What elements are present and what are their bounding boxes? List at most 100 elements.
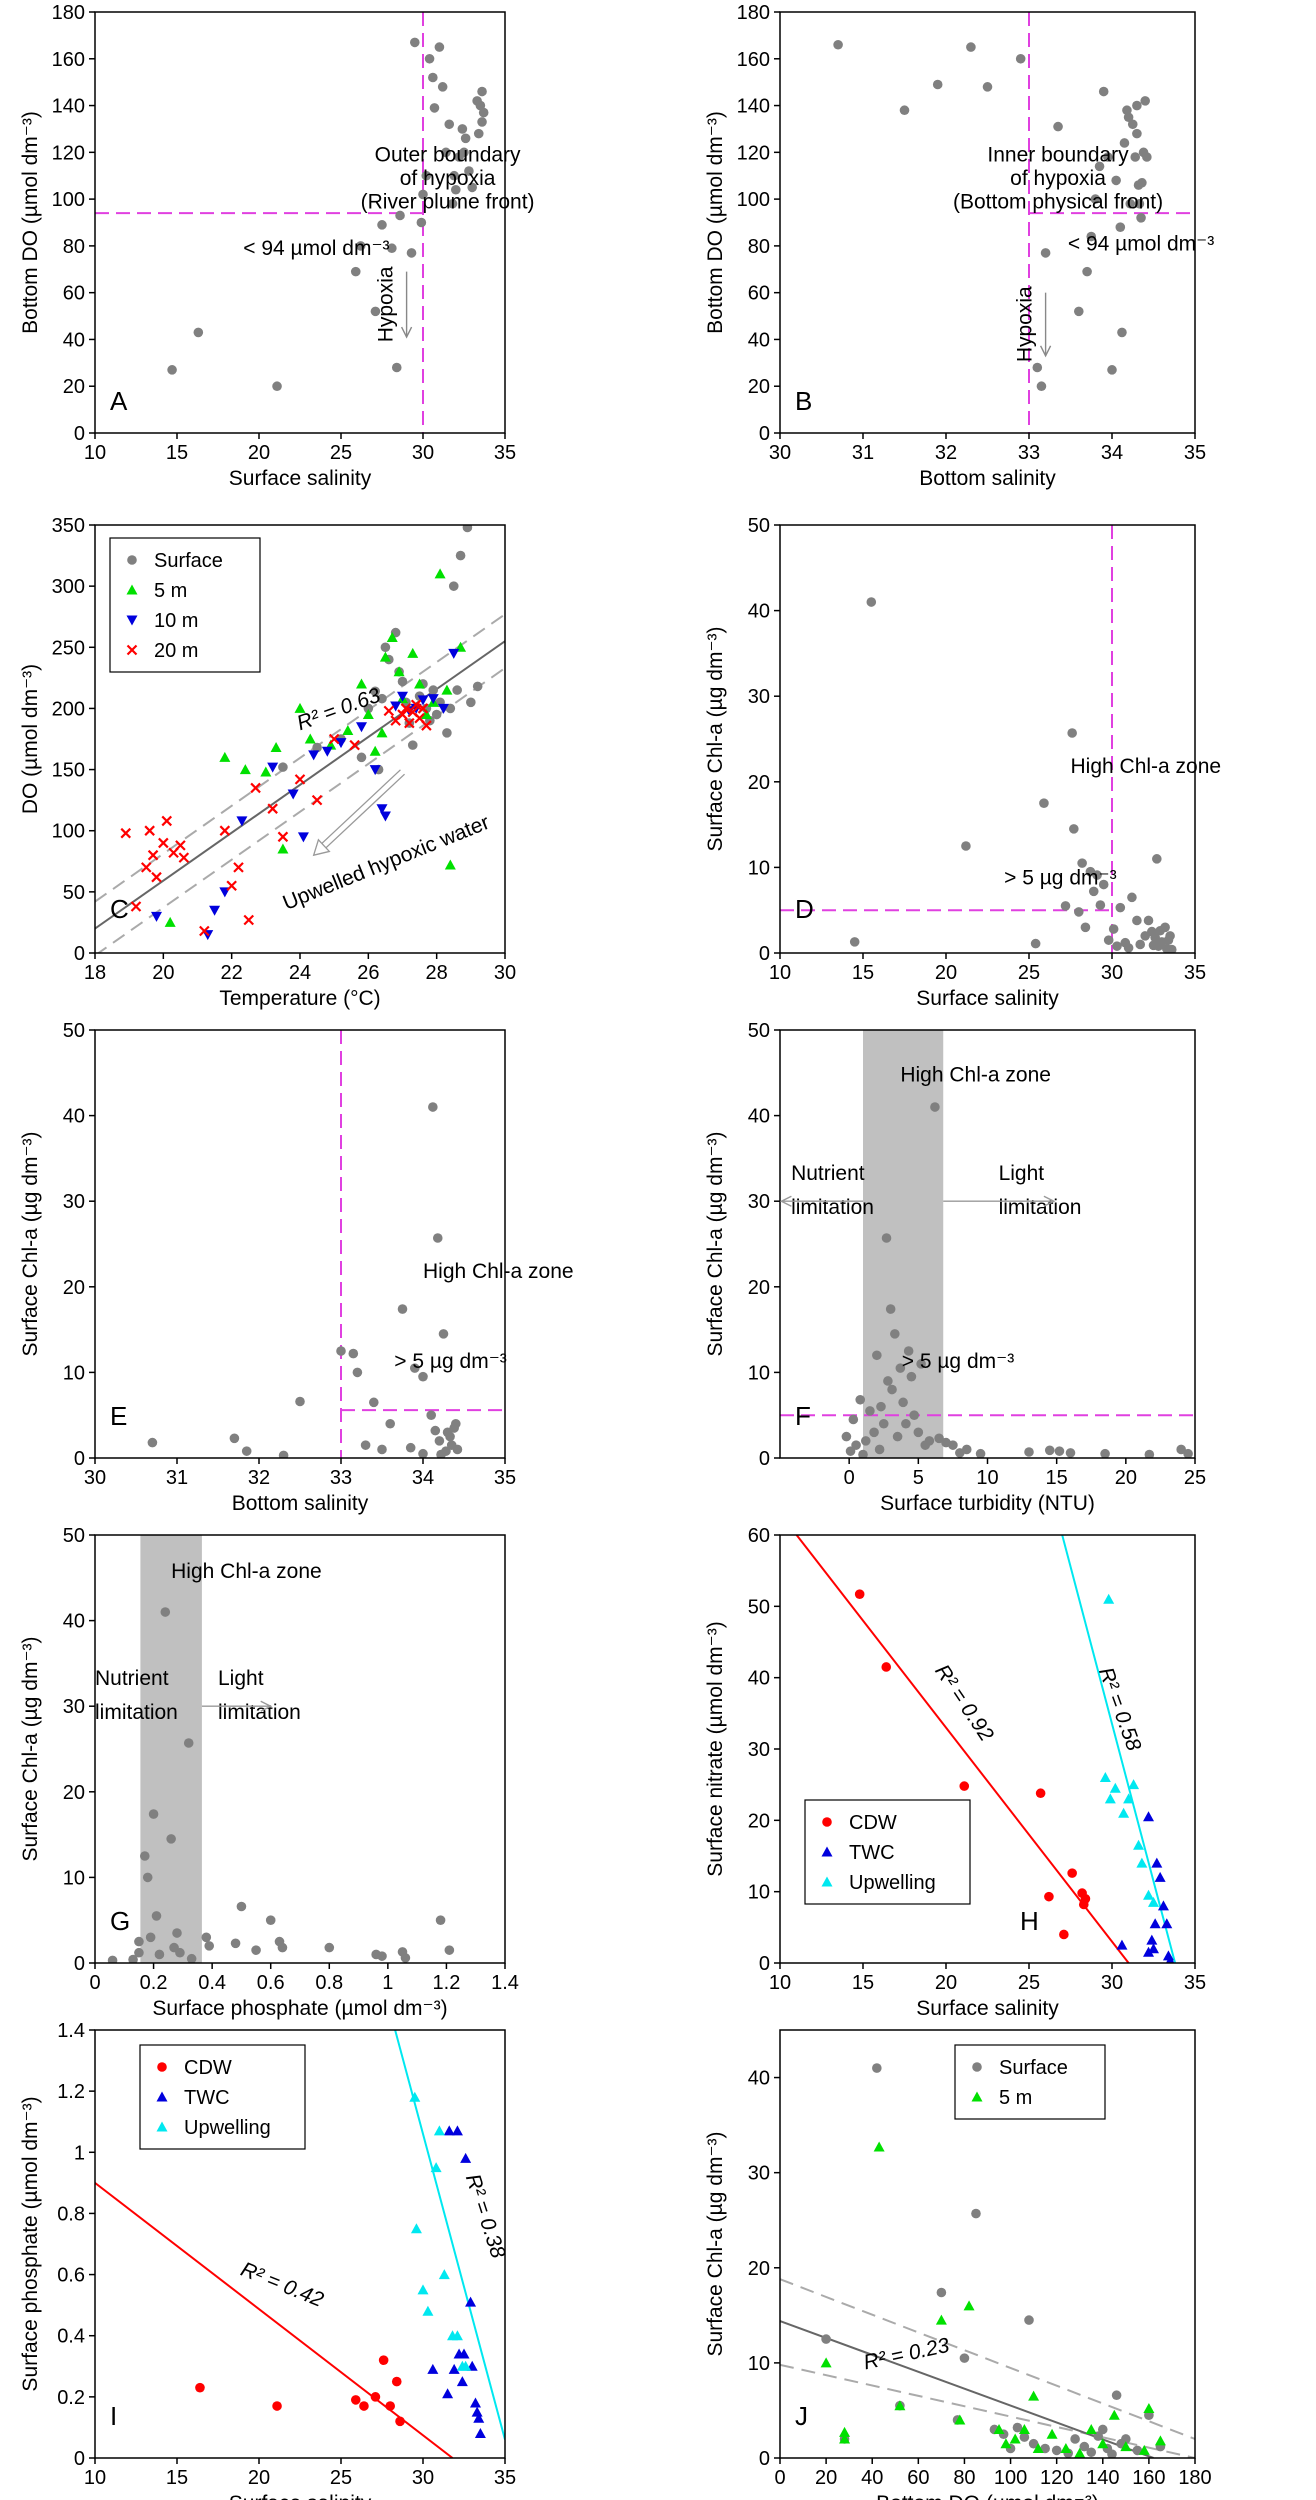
data-point xyxy=(1154,2435,1166,2446)
data-point xyxy=(377,1951,387,1961)
data-point xyxy=(932,79,943,90)
y-tick-label: 0 xyxy=(74,943,85,965)
series-20-m xyxy=(120,699,432,937)
data-point xyxy=(395,210,405,221)
y-tick-label: 0 xyxy=(74,2448,85,2470)
y-tick-label: 0 xyxy=(759,423,770,445)
plot-frame xyxy=(94,1029,506,1459)
data-point xyxy=(144,825,155,836)
data-point xyxy=(1079,2441,1090,2452)
data-point xyxy=(883,1376,893,1386)
data-point xyxy=(1040,2443,1050,2454)
data-point xyxy=(1111,175,1121,186)
legend-marker xyxy=(821,1846,833,1857)
legend-label: 5 m xyxy=(999,2087,1032,2109)
data-point xyxy=(903,1346,914,1356)
x-tick-label: 30 xyxy=(412,442,434,464)
y-tick-label: 0 xyxy=(759,2448,770,2470)
data-point xyxy=(380,642,391,653)
data-point xyxy=(1103,152,1113,162)
data-point xyxy=(349,739,360,751)
y-tick-label: 40 xyxy=(748,1668,770,1690)
data-point xyxy=(1088,886,1099,897)
y-tick-label: 30 xyxy=(63,1191,85,1213)
data-point xyxy=(452,1444,463,1455)
data-point xyxy=(1015,53,1026,64)
data-point xyxy=(1123,1793,1135,1804)
data-point xyxy=(916,1359,926,1369)
y-axis-label: Bottom DO (µmol dm⁻³) xyxy=(19,111,42,334)
data-point xyxy=(1095,900,1106,910)
annotation: limitation xyxy=(218,1701,301,1724)
plot-frame xyxy=(94,2029,506,2459)
data-point xyxy=(1176,1444,1186,1455)
data-point xyxy=(142,1872,153,1883)
data-point xyxy=(448,581,459,591)
data-point xyxy=(430,1425,441,1436)
y-tick-label: 180 xyxy=(737,2,770,24)
x-tick-label: 31 xyxy=(166,1467,188,1489)
data-point xyxy=(161,815,173,827)
arrow-shaft xyxy=(321,769,401,844)
y-tick-label: 0.8 xyxy=(57,2203,85,2225)
data-point xyxy=(1103,935,1114,945)
x-tick-label: 1.2 xyxy=(433,1972,461,1994)
data-point xyxy=(147,1437,158,1448)
annotation: High Chl-a zone xyxy=(171,1560,322,1583)
data-point xyxy=(239,764,251,775)
data-point xyxy=(421,170,432,181)
data-point xyxy=(432,1233,443,1243)
data-point xyxy=(1000,2438,1012,2449)
data-point xyxy=(226,880,237,892)
data-point xyxy=(1077,858,1087,868)
plot-area xyxy=(147,1030,505,1458)
data-point xyxy=(1127,892,1137,903)
annotation: < 94 µmol dm⁻³ xyxy=(1068,233,1214,256)
data-point xyxy=(395,2416,405,2427)
x-tick-label: 25 xyxy=(1184,1467,1206,1489)
data-point xyxy=(385,1418,396,1429)
data-point xyxy=(477,86,487,97)
x-tick-label: 15 xyxy=(166,2467,188,2489)
data-point xyxy=(445,703,456,714)
data-point xyxy=(444,1945,455,1955)
data-point xyxy=(1135,939,1146,950)
data-point xyxy=(448,2363,460,2374)
data-point xyxy=(449,1423,459,1433)
data-point xyxy=(467,182,478,193)
data-point xyxy=(848,1414,859,1425)
x-tick-label: 120 xyxy=(1040,2467,1073,2489)
x-tick-label: 0 xyxy=(774,2467,785,2489)
annotation: > 5 µg dm⁻³ xyxy=(902,1350,1014,1373)
data-point xyxy=(120,827,132,839)
x-tick-label: 80 xyxy=(953,2467,975,2489)
data-point xyxy=(229,1433,240,1444)
x-tick-label: 20 xyxy=(935,962,957,984)
ci-upper-line xyxy=(95,613,505,903)
x-tick-label: 26 xyxy=(357,962,379,984)
data-point xyxy=(128,1954,138,1963)
data-point xyxy=(438,703,449,714)
legend-label: 5 m xyxy=(154,580,187,602)
data-point xyxy=(982,82,993,92)
data-point xyxy=(438,2269,450,2280)
panel-label: E xyxy=(110,1401,127,1431)
x-axis-label: Bottom DO (µmol dm⁻³) xyxy=(876,2492,1099,2500)
data-point xyxy=(350,266,361,277)
data-point xyxy=(324,1942,335,1953)
data-point xyxy=(287,789,299,800)
legend-label: 20 m xyxy=(154,640,198,662)
panel-label: A xyxy=(110,386,128,416)
data-point xyxy=(1133,1839,1145,1850)
data-point xyxy=(1130,152,1141,162)
data-point xyxy=(1148,1943,1159,1954)
data-point xyxy=(1152,854,1162,864)
data-point xyxy=(427,2363,439,2374)
data-point xyxy=(448,648,460,659)
data-point xyxy=(370,306,381,317)
data-point xyxy=(148,1809,159,1819)
data-point xyxy=(839,2426,851,2437)
y-tick-label: 50 xyxy=(63,1020,85,1042)
data-point xyxy=(369,1397,379,1408)
